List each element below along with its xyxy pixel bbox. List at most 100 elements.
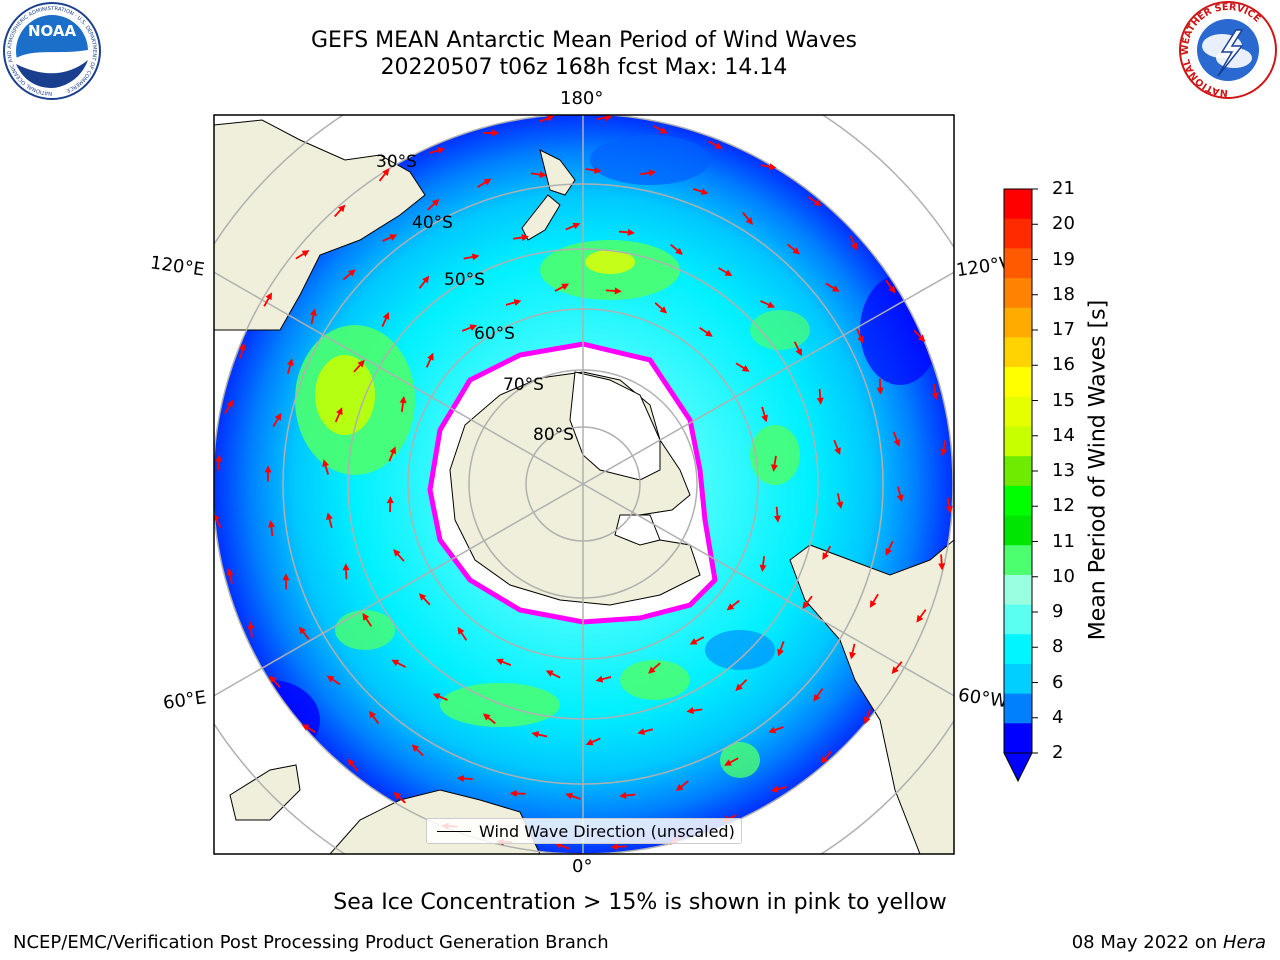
wave-direction-arrowhead [637,728,646,735]
title-line-1: GEFS MEAN Antarctic Mean Period of Wind … [311,28,857,53]
colorbar-tick-label: 8 [1052,636,1064,658]
wave-direction-arrowhead [795,348,802,357]
colorbar-extend-arrow [1003,752,1033,783]
lat-label-40s: 40°S [412,213,453,233]
wave-direction-arrowhead [619,791,627,799]
wave-direction-arrowhead [745,217,753,225]
wave-direction-arrowhead [857,335,864,344]
wave-direction-arrowhead [773,515,781,523]
colorbar-segment [1004,693,1032,724]
wave-direction-arrowhead [226,399,234,408]
wave-direction-arrowhead [269,675,277,684]
wave-direction-arrowhead [391,659,400,667]
footer-date: 08 May 2022 on Hera [1071,932,1266,953]
wave-direction-arrowhead [247,621,255,629]
wave-direction-arrowhead [389,234,398,241]
wave-direction-arrowhead [545,670,554,677]
wave-direction-arrowhead [301,250,310,257]
wave-direction-arrowhead [689,638,698,645]
wave-direction-arrowhead [239,342,246,351]
colorbar-tick-label: 16 [1052,354,1075,376]
wave-direction-arrowhead [940,448,948,457]
wave-direction-arrowhead [759,564,767,573]
wave-direction-arrowhead [437,147,445,154]
wave-direction-arrowhead [483,178,492,186]
wave-direction-arrowhead [513,299,522,306]
wave-direction-arrowhead [614,287,622,295]
wave-direction-arrowhead [724,759,732,766]
wave-direction-arrowhead [724,269,733,276]
wave-direction-arrowhead [322,459,329,467]
wave-direction-arrowhead [431,198,440,207]
nws-logo: NATIONAL WEATHER SERVICE [1179,1,1277,99]
wave-direction-arrowhead [347,758,355,767]
wave-direction-arrowhead [471,253,480,261]
wave-direction-arrowhead [648,666,656,674]
wave-direction-arrowhead [309,308,317,317]
wave-direction-arrowhead [382,168,390,176]
wave-direction-arrowhead [432,693,441,700]
wave-direction-arrowhead [822,552,829,561]
wave-direction-arrowhead [876,387,884,395]
noaa-logo: NOAA NATIONAL OCEANIC AND ATMOSPHERIC AD… [3,2,101,100]
colorbar-tick-label: 4 [1052,706,1064,728]
wave-direction-arrowhead [850,242,858,251]
colorbar-segment [1004,663,1032,695]
wave-direction-arrowhead [565,792,574,800]
footer-host: Hera [1222,932,1266,953]
colorbar-segment [1004,545,1032,576]
wave-direction-arrowhead [610,843,618,851]
wave-direction-arrowhead [539,171,547,179]
wave-direction-arrowhead [594,166,602,174]
lon-label-0: 0° [572,856,593,877]
wave-direction-arrowhead [931,392,939,401]
wave-direction-arrowhead [770,785,779,793]
colorbar-tick-label: 20 [1052,213,1075,235]
colorbar-tick-label: 18 [1052,283,1075,305]
wave-direction-arrowhead [893,439,901,447]
colorbar-tick-label: 12 [1052,495,1075,517]
wave-direction-arrowhead [336,407,343,416]
colorbar-segment [1004,426,1032,457]
colorbar-tick-label: 19 [1052,248,1075,270]
lat-label-60s: 60°S [474,324,515,344]
wave-direction-arrowhead [531,731,540,738]
lon-label-180: 180° [560,88,604,109]
wave-direction-arrowhead [585,738,594,746]
colorbar-tick-label: 17 [1052,319,1075,340]
wave-direction-arrowhead [298,626,307,635]
wave-direction-arrowhead [700,188,709,195]
wave-direction-arrowhead [820,755,829,764]
wave-direction-arrowhead [761,414,768,423]
wave-direction-arrowhead [863,716,871,725]
colorbar-segment [1004,634,1032,665]
colorbar-segment [1004,248,1032,279]
wave-direction-arrowhead [386,496,394,504]
wave-direction-arrowhead [326,675,335,683]
wave-direction-arrowhead [418,593,427,601]
colorbar-segment [1004,218,1032,249]
wave-direction-arrowhead [274,412,282,421]
wave-direction-arrowhead [735,683,743,692]
wave-direction-arrowhead [627,228,635,236]
wave-direction-arrowhead [265,292,272,301]
legend-line-icon [437,831,471,832]
colorbar-tick-label: 11 [1052,530,1075,552]
wave-direction-arrowhead [282,573,290,581]
wave-direction-arrowhead [338,204,346,213]
wave-direction-arrowhead [802,601,810,610]
wave-direction-arrowhead [916,614,924,623]
wave-direction-arrowhead [945,505,953,514]
wave-direction-arrowhead [267,520,275,528]
lat-label-70s: 70°S [503,375,544,395]
legend-text: Wind Wave Direction (unscaled) [479,822,735,841]
title-line-2: 20220507 t06z 168h fcst Max: 14.14 [380,55,788,80]
graticule [214,115,954,854]
colorbar-segment [1004,367,1032,398]
wave-direction-arrowhead [215,454,223,462]
wave-direction-arrowhead [469,324,478,331]
wave-direction-arrowhead [686,707,694,715]
colorbar-tick-label: 9 [1052,601,1064,622]
wave-direction-arrowhead [393,792,402,800]
wave-direction-arrowhead [521,234,530,241]
